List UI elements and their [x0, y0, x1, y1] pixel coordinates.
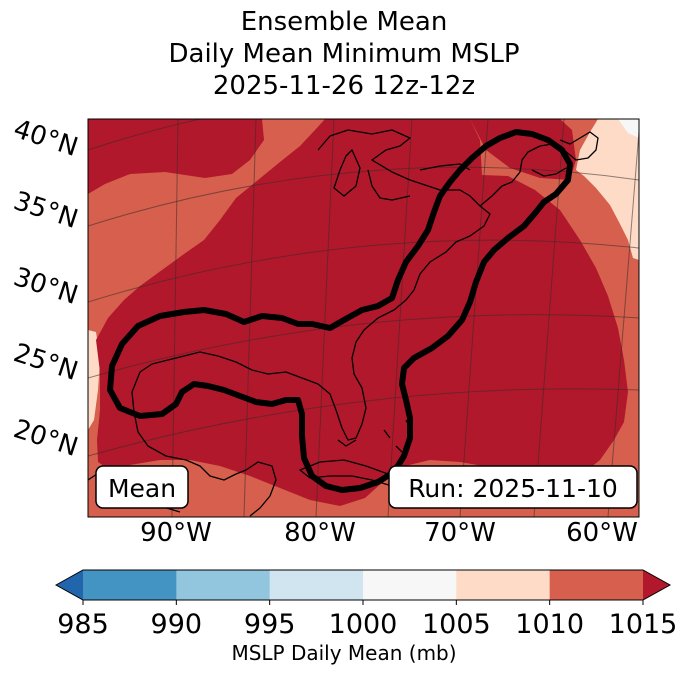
- colorbar-tick-label: 1015: [609, 609, 678, 640]
- mean-box: Mean: [95, 465, 189, 509]
- lon-label-70W: 70°W: [424, 518, 496, 548]
- field-1015-atlantic: [470, 119, 576, 180]
- colorbar-bin-985-990: [83, 570, 177, 600]
- colorbar-bin-995-1000: [269, 570, 364, 600]
- mean-box-frame: [95, 465, 189, 509]
- title-line-3: 2025-11-26 12z-12z: [212, 71, 476, 101]
- colorbar-extend-low: [56, 570, 83, 600]
- coastline-us-east: [131, 195, 491, 481]
- colorbar-tick-label: 995: [244, 609, 296, 640]
- meridian-65W: [533, 119, 565, 517]
- title-line-2: Daily Mean Minimum MSLP: [168, 39, 520, 69]
- field-1005-1010-west: [88, 330, 100, 430]
- colorbar-bin-1005-1010: [456, 570, 551, 600]
- meridian-80W: [315, 119, 335, 517]
- colorbar-bin-1010-1015: [549, 570, 644, 600]
- run-box: Run: 2025-11-10: [388, 465, 638, 509]
- field-1015-north: [88, 119, 264, 194]
- colorbar-ticks: 985 990 995 1000 1005 1010 1015: [57, 609, 677, 640]
- coastline-great-lakes: [317, 129, 471, 201]
- colorbar-label: MSLP Daily Mean (mb): [231, 641, 457, 665]
- lon-label-90W: 90°W: [140, 518, 212, 548]
- colorbar-tick-label: 990: [151, 609, 203, 640]
- lat-label-40N: 40°N: [10, 114, 82, 163]
- map-field: [88, 119, 639, 517]
- meridian-60W: [607, 125, 639, 517]
- run-box-frame: [388, 465, 638, 509]
- meridian-90W: [171, 119, 179, 517]
- parallel-30N: [88, 239, 639, 303]
- contour-1015-outline: [107, 129, 573, 493]
- colorbar-bin-1000-1005: [363, 570, 457, 600]
- coastline-florida-keys: [337, 439, 357, 447]
- meridian-75W: [387, 119, 413, 517]
- parallel-25N: [88, 314, 639, 379]
- coastline-yucatan: [245, 461, 277, 517]
- colorbar-bin-990-995: [176, 570, 271, 600]
- mean-box-label: Mean: [108, 474, 176, 503]
- lat-label-30N: 30°N: [10, 262, 82, 311]
- lat-labels: 40°N 35°N 30°N 25°N 20°N: [10, 114, 82, 463]
- meridian-70W: [459, 119, 489, 517]
- colorbar-tick-label: 1005: [422, 609, 491, 640]
- field-1000-1005-corner: [618, 119, 639, 138]
- title-line-1: Ensemble Mean: [240, 7, 448, 37]
- parallel-40N: [88, 119, 203, 151]
- colorbar-tick-label: 985: [57, 609, 109, 640]
- colorbar-extend-high: [643, 570, 670, 600]
- lon-label-60W: 60°W: [566, 518, 638, 548]
- colorbar-tick-label: 1010: [515, 609, 584, 640]
- parallel-20N: [88, 388, 639, 457]
- lat-label-20N: 20°N: [10, 414, 82, 463]
- lon-labels: 90°W 80°W 70°W 60°W: [140, 518, 638, 548]
- lat-label-25N: 25°N: [10, 338, 82, 387]
- map-frame: [87, 118, 640, 518]
- lon-label-80W: 80°W: [284, 518, 356, 548]
- colorbar: [54, 569, 672, 605]
- run-box-label: Run: 2025-11-10: [408, 474, 618, 503]
- colorbar-tick-label: 1000: [329, 609, 398, 640]
- lat-label-35N: 35°N: [10, 186, 82, 235]
